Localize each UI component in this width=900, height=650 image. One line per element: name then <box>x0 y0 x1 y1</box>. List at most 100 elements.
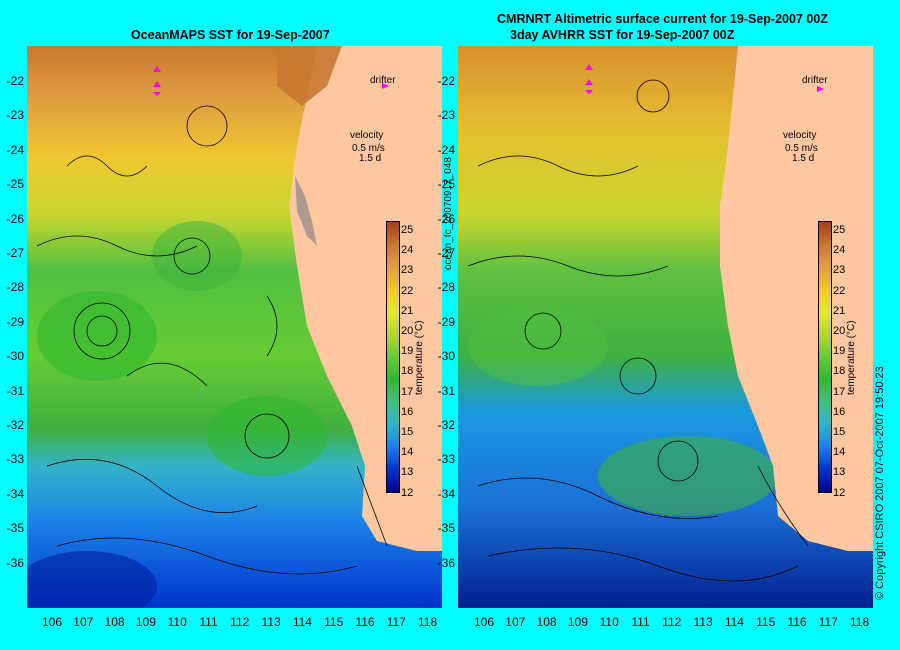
latitude-tick-label: -22 <box>6 74 24 88</box>
colorbar-tick-label: 17 <box>833 385 846 398</box>
colorbar-tick-label: 23 <box>401 264 414 277</box>
colorbar-tick-label: 16 <box>401 405 414 418</box>
latitude-tick-label: -29 <box>6 314 24 329</box>
latitude-tick-label: -24 <box>437 142 455 157</box>
right-colorbar-title: temperature (°C) <box>846 320 857 395</box>
colorbar-tick-label: 20 <box>401 325 414 337</box>
colorbar-tick-label: 16 <box>833 405 846 418</box>
colorbar-tick-label: 13 <box>833 466 846 479</box>
longitude-tick-label: 107 <box>73 615 94 629</box>
right-sst-map: drifter velocity 0.5 m/s 1.5 d <box>458 46 873 608</box>
colorbar-tick-label: 21 <box>833 304 846 317</box>
longitude-tick-label: 108 <box>536 615 557 629</box>
left-sst-field <box>27 46 442 608</box>
right-map-title-line1: CMRNRT Altimetric surface current for 19… <box>497 12 828 26</box>
latitude-tick-label: -35 <box>437 521 455 536</box>
colorbar-tick-label: 12 <box>401 486 414 499</box>
colorbar-tick-label: 23 <box>833 264 846 277</box>
longitude-tick-label: 109 <box>567 615 588 629</box>
latitude-tick-label: -27 <box>437 246 455 260</box>
latitude-tick-label: -22 <box>437 74 455 88</box>
velocity-time-label: 1.5 d <box>359 153 382 164</box>
longitude-tick-label: 108 <box>104 615 125 629</box>
latitude-tick-label: -36 <box>437 555 455 570</box>
latitude-tick-label: -24 <box>6 142 24 157</box>
longitude-tick-label: 118 <box>418 615 438 629</box>
left-map-title: OceanMAPS SST for 19-Sep-2007 <box>131 28 330 42</box>
longitude-tick-label: 113 <box>693 615 713 629</box>
colorbar-tick-label: 15 <box>833 426 846 438</box>
latitude-tick-label: -36 <box>6 555 24 570</box>
longitude-tick-label: 117 <box>386 615 406 629</box>
longitude-tick-label: 115 <box>324 615 344 629</box>
velocity-scale-label: 0.5 m/s <box>352 143 385 154</box>
latitude-tick-label: -32 <box>6 418 24 432</box>
colorbar-tick-label: 19 <box>401 345 414 358</box>
longitude-tick-label: 106 <box>473 615 495 629</box>
velocity-time-label: 1.5 d <box>792 153 815 164</box>
velocity-label: velocity <box>783 130 817 141</box>
longitude-tick-label: 112 <box>662 615 682 629</box>
longitude-tick-label: 115 <box>756 615 776 629</box>
latitude-tick-label: -31 <box>6 383 24 398</box>
latitude-tick-label: -23 <box>437 108 455 123</box>
longitude-tick-label: 118 <box>850 615 870 629</box>
right-sst-field <box>458 46 873 608</box>
latitude-tick-label: -27 <box>6 246 24 260</box>
latitude-tick-label: -29 <box>437 314 455 329</box>
longitude-tick-label: 110 <box>167 615 187 629</box>
longitude-tick-label: 112 <box>230 615 250 629</box>
longitude-tick-label: 107 <box>505 615 526 629</box>
left-colorbar-title: temperature (°C) <box>414 320 425 395</box>
latitude-tick-label: -30 <box>6 349 24 364</box>
colorbar-tick-label: 14 <box>833 446 846 459</box>
latitude-tick-label: -35 <box>6 521 24 536</box>
longitude-tick-label: 111 <box>199 615 218 629</box>
longitude-tick-label: 114 <box>292 615 312 629</box>
drifter-arrows <box>153 66 389 96</box>
colorbar-tick-label: 19 <box>833 345 846 358</box>
drifter-label: drifter <box>370 75 396 86</box>
colorbar-tick-label: 17 <box>401 385 414 398</box>
latitude-tick-label: -26 <box>6 211 24 226</box>
colorbar-tick-label: 14 <box>401 446 414 459</box>
colorbar-tick-label: 18 <box>401 365 414 378</box>
right-colorbar <box>818 221 832 493</box>
latitude-tick-label: -32 <box>437 418 455 432</box>
longitude-tick-label: 106 <box>41 615 63 629</box>
latitude-tick-label: -30 <box>437 349 455 364</box>
colorbar-tick-label: 22 <box>401 284 414 297</box>
colorbar-tick-label: 25 <box>833 224 846 236</box>
drifter-label: drifter <box>802 75 828 86</box>
latitude-tick-label: -33 <box>6 452 24 467</box>
latitude-tick-label: -34 <box>437 486 455 501</box>
latitude-tick-label: -25 <box>437 177 455 192</box>
latitude-tick-label: -26 <box>437 211 455 226</box>
latitude-tick-label: -23 <box>6 108 24 123</box>
current-streamlines <box>36 105 388 575</box>
longitude-tick-label: 117 <box>818 615 838 629</box>
left-colorbar <box>386 221 400 493</box>
colorbar-tick-label: 13 <box>401 466 414 479</box>
latitude-tick-label: -34 <box>6 486 24 501</box>
colorbar-tick-label: 25 <box>401 224 414 236</box>
australia-land <box>289 46 442 551</box>
drifter-arrows <box>585 64 824 94</box>
longitude-tick-label: 111 <box>631 615 650 629</box>
colorbar-tick-label: 24 <box>833 244 846 257</box>
colorbar-tick-label: 21 <box>401 304 414 317</box>
latitude-tick-label: -31 <box>437 383 455 398</box>
latitude-tick-label: -28 <box>437 280 455 295</box>
longitude-tick-label: 113 <box>261 615 281 629</box>
current-streamlines <box>467 79 809 582</box>
latitude-tick-label: -33 <box>437 452 455 467</box>
colorbar-tick-label: 22 <box>833 284 846 297</box>
colorbar-tick-label: 18 <box>833 365 846 378</box>
longitude-tick-label: 116 <box>787 615 807 629</box>
latitude-tick-label: -25 <box>6 177 24 192</box>
colorbar-tick-label: 15 <box>401 426 414 438</box>
left-sst-map: drifter velocity 0.5 m/s 1.5 d <box>27 46 442 608</box>
longitude-tick-label: 114 <box>724 615 744 629</box>
colorbar-tick-label: 20 <box>833 325 846 337</box>
colorbar-tick-label: 12 <box>833 486 846 499</box>
